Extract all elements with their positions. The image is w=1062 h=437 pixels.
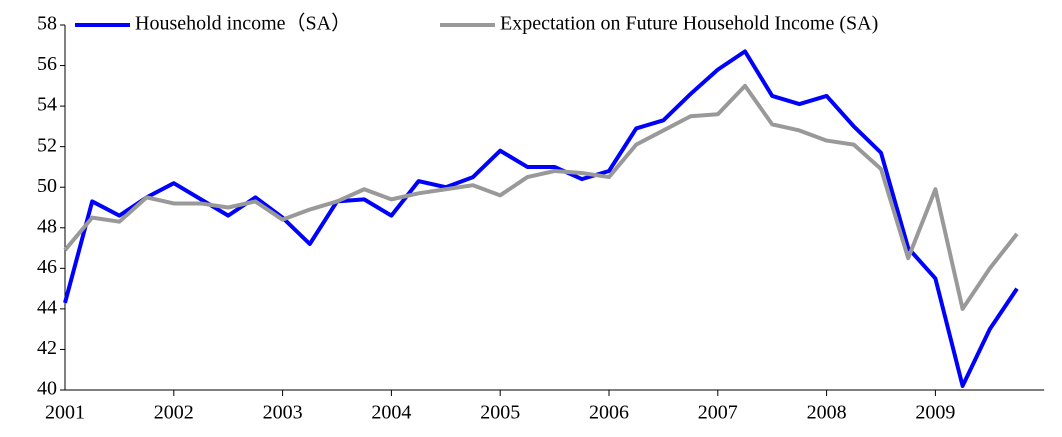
y-tick-label: 58: [37, 13, 57, 35]
y-tick-label: 40: [37, 378, 57, 400]
x-tick-label: 2003: [263, 402, 303, 424]
x-tick-label: 2007: [698, 402, 738, 424]
series-line: [63, 83, 1019, 311]
y-tick-label: 48: [37, 215, 57, 237]
x-tick-label: 2001: [45, 402, 85, 424]
y-tick-label: 42: [37, 337, 57, 359]
y-tick-label: 52: [37, 134, 57, 156]
legend-label: Household income（SA）: [135, 12, 351, 35]
x-tick-label: 2006: [589, 402, 629, 424]
x-tick-label: 2005: [480, 402, 520, 424]
series-line: [63, 49, 1019, 388]
y-tick-label: 50: [37, 175, 57, 197]
x-tick-label: 2009: [915, 402, 955, 424]
y-tick-label: 46: [37, 256, 57, 278]
x-tick-label: 2004: [371, 402, 411, 424]
y-tick-label: 56: [37, 53, 57, 75]
x-tick-label: 2002: [154, 402, 194, 424]
y-tick-label: 44: [37, 296, 57, 318]
x-tick-label: 2008: [807, 402, 847, 424]
legend-label: Expectation on Future Household Income (…: [500, 13, 878, 35]
y-tick-label: 54: [37, 94, 57, 116]
